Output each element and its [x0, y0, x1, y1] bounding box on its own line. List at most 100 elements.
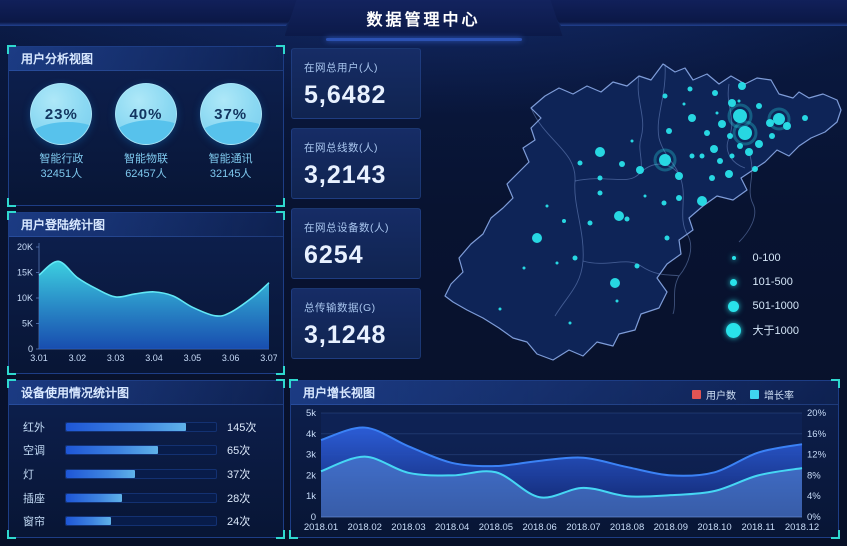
svg-text:2018.02: 2018.02 — [348, 522, 382, 533]
gauge-count: 32145人 — [209, 168, 252, 180]
region-bubble-map: 0-100 101-500 501-1000 大于1000 — [427, 46, 843, 376]
corner-bracket — [831, 530, 840, 539]
panel-title-login-stats: 用户登陆统计图 — [9, 213, 283, 237]
svg-text:12%: 12% — [807, 450, 827, 461]
svg-text:0: 0 — [28, 344, 33, 354]
panel-title-user-growth: 用户增长视图 — [291, 381, 838, 405]
svg-text:2018.12: 2018.12 — [785, 522, 819, 533]
device-bar-track — [65, 492, 217, 503]
svg-text:2018.06: 2018.06 — [522, 522, 556, 533]
device-bar-fill — [66, 493, 122, 502]
header-bar-right — [545, 0, 847, 26]
svg-text:10K: 10K — [17, 293, 33, 303]
corner-bracket — [289, 379, 298, 388]
svg-text:15K: 15K — [17, 268, 33, 278]
device-bar-row: 红外 145次 — [23, 415, 269, 439]
page-title-banner: 数据管理中心 — [285, 0, 563, 36]
header-bar-left — [0, 0, 302, 26]
device-bar-track — [65, 421, 217, 432]
gauge-water — [115, 120, 176, 144]
corner-bracket — [276, 45, 285, 54]
svg-text:1k: 1k — [306, 491, 316, 502]
title-underline — [325, 38, 522, 41]
svg-text:3.07: 3.07 — [260, 353, 277, 363]
legend-item-增长率[interactable]: 增长率 — [750, 387, 794, 402]
device-bar-track — [65, 445, 217, 456]
panel-user-growth: 用户增长视图 用户数 增长率 0 0% 1k 4% 2k 8% 3k 12% 4k 16% 5k 20%… — [289, 379, 840, 539]
svg-text:2018.10: 2018.10 — [697, 522, 731, 533]
gauge-water — [31, 122, 92, 144]
map-legend-label: 501-1000 — [752, 300, 800, 312]
svg-text:2018.05: 2018.05 — [479, 522, 513, 533]
map-legend-dotbox — [725, 322, 743, 338]
stat-card: 在网总设备数(人) 6254 — [291, 208, 421, 279]
gauge-circle: 37% — [199, 83, 262, 145]
device-bar-label: 窗帘 — [23, 516, 45, 529]
liquid-gauge: 40% 智能物联 62457人 — [107, 83, 185, 182]
svg-text:20K: 20K — [17, 242, 33, 252]
svg-text:4%: 4% — [807, 491, 821, 502]
device-bar-row: 窗帘 24次 — [23, 509, 269, 533]
gauge-name: 智能通讯 — [208, 153, 253, 165]
map-legend-dot-icon — [731, 256, 736, 260]
svg-text:2018.04: 2018.04 — [435, 522, 469, 533]
stat-card: 总传输数据(G) 3,1248 — [291, 288, 421, 359]
device-bar-fill — [66, 469, 135, 478]
map-legend-label: 大于1000 — [752, 325, 799, 337]
legend-item-用户数[interactable]: 用户数 — [692, 387, 736, 402]
panel-title-device-usage: 设备使用情况统计图 — [9, 381, 283, 405]
map-legend-dotbox — [725, 278, 743, 286]
liquid-gauge-group: 23% 智能行政 32451人 40% 智能物联 62457人 37% 智能通讯 32145人 — [9, 71, 283, 182]
svg-text:3.04: 3.04 — [145, 353, 163, 363]
map-legend-row: 101-500 — [725, 270, 800, 294]
device-bar-value: 28次 — [227, 492, 251, 505]
device-bar-value: 145次 — [227, 421, 257, 434]
corner-bracket — [831, 379, 840, 388]
device-bar-label: 红外 — [23, 421, 45, 434]
svg-text:4k: 4k — [306, 429, 316, 440]
page-title: 数据管理中心 — [366, 12, 481, 29]
map-legend-dotbox — [725, 256, 743, 260]
svg-text:2018.03: 2018.03 — [391, 522, 425, 533]
liquid-gauge: 37% 智能通讯 32145人 — [192, 83, 270, 182]
gauge-count: 32451人 — [40, 168, 83, 180]
map-svg — [444, 63, 842, 361]
legend-swatch — [750, 390, 759, 399]
svg-text:0: 0 — [311, 512, 316, 523]
corner-bracket — [7, 379, 16, 388]
device-bar-label: 灯 — [23, 468, 34, 481]
svg-text:16%: 16% — [807, 429, 827, 440]
device-bar-track — [65, 468, 217, 479]
svg-text:3.02: 3.02 — [69, 353, 87, 363]
stat-cards-column: 在网总用户(人) 5,6482 在网总线数(人) 3,2143 在网总设备数(人) 625… — [291, 48, 421, 368]
corner-bracket — [7, 198, 16, 207]
svg-text:2018.08: 2018.08 — [610, 522, 644, 533]
svg-text:3.03: 3.03 — [107, 353, 125, 363]
device-bar-row: 灯 37次 — [23, 462, 269, 486]
corner-bracket — [7, 530, 16, 539]
svg-text:8%: 8% — [807, 470, 821, 481]
svg-text:20%: 20% — [807, 408, 827, 419]
legend-label: 用户数 — [706, 391, 736, 402]
device-bar-fill — [66, 517, 111, 526]
gauge-name: 智能行政 — [39, 153, 84, 165]
corner-bracket — [7, 366, 16, 375]
map-legend-row: 0-100 — [725, 246, 800, 270]
stat-label: 在网总设备数(人) — [304, 222, 389, 234]
map-scatter-dots — [498, 82, 808, 325]
header: 数据管理中心 — [0, 0, 847, 44]
corner-bracket — [276, 530, 285, 539]
corner-bracket — [7, 45, 16, 54]
liquid-gauge: 23% 智能行政 32451人 — [22, 83, 100, 182]
panel-user-analysis: 用户分析视图 23% 智能行政 32451人 40% 智能物联 62457人 37% 智能通讯… — [7, 45, 285, 207]
svg-text:5K: 5K — [22, 319, 33, 329]
device-bar-fill — [66, 446, 158, 455]
stat-value: 3,1248 — [304, 321, 387, 349]
map-legend-row: 501-1000 — [725, 294, 800, 318]
stat-value: 5,6482 — [304, 81, 387, 109]
device-bar-fill — [66, 422, 186, 431]
svg-text:3.05: 3.05 — [184, 353, 202, 363]
map-legend-label: 0-100 — [752, 252, 781, 264]
panel-device-usage: 设备使用情况统计图 红外 145次 空调 65次灯 37次 插座 28次 窗帘 24次 — [7, 379, 285, 539]
